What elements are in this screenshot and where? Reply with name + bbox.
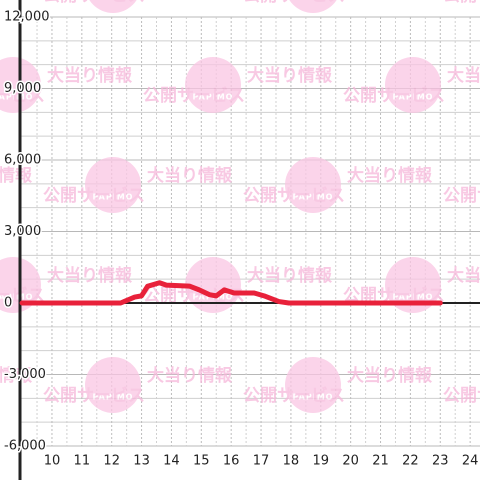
x-tick-label: 19	[313, 454, 330, 469]
x-tick-label: 13	[133, 454, 150, 469]
watermark-text: 公開サービス	[343, 86, 445, 106]
y-tick-label: 0	[4, 296, 12, 311]
x-tick-label: 10	[44, 454, 61, 469]
x-tick-label: 14	[163, 454, 180, 469]
y-tick-label: 9,000	[4, 81, 41, 96]
watermark-brand: PAPIMO	[293, 193, 334, 202]
watermark-brand: PAPIMO	[393, 293, 434, 302]
watermark-logo	[385, 57, 441, 113]
watermark-logo	[289, 0, 337, 13]
watermark-text: 公開サービス	[43, 0, 145, 6]
y-tick-label: -3,000	[4, 367, 46, 382]
y-tick-label: 3,000	[4, 224, 41, 239]
watermark-text: 大当り情報	[147, 165, 233, 186]
watermark-logo	[285, 157, 341, 213]
watermark-text: 公開サービス	[243, 0, 345, 6]
y-tick-label: 12,000	[4, 10, 50, 25]
x-tick-label: 17	[253, 454, 270, 469]
grid	[20, 16, 480, 447]
watermark-text: 公開サービス	[443, 0, 480, 6]
watermark-brand: PAPIMO	[93, 393, 134, 402]
watermark-text: 大当り情報	[0, 165, 33, 186]
watermark-text: 大当り情報	[47, 265, 133, 286]
watermark-brand: PAPIMO	[293, 393, 334, 402]
data-line	[19, 280, 443, 306]
watermark-logo	[85, 157, 141, 213]
watermarks: PAPIMO大当り情報公開サービスPAPIMO大当り情報公開サービスPAPIMO…	[0, 0, 480, 413]
watermark-text: 大当り情報	[247, 65, 333, 86]
watermark-brand: PAPIMO	[293, 0, 334, 2]
watermark-text: 公開サービス	[43, 186, 145, 206]
y-tick-label: 6,000	[4, 153, 41, 168]
watermark-text: 大当り情報	[47, 65, 133, 86]
watermark-brand: PAPIMO	[393, 93, 434, 102]
x-tick-label: 24	[462, 454, 479, 469]
x-tick-label: 20	[342, 454, 359, 469]
watermark-text: 大当り情報	[447, 65, 480, 86]
watermark-text: 公開サービス	[143, 86, 245, 106]
watermark-brand: PAPIMO	[0, 293, 33, 302]
x-tick-label: 12	[103, 454, 120, 469]
watermark-text: 大当り情報	[147, 365, 233, 386]
tick-labels: -6,000 -3,000 0 3,000 6,000 9,000 12,000 10 11 12…	[3, 8, 480, 470]
watermark-logo	[185, 57, 241, 113]
watermark-brand: PAPIMO	[93, 193, 134, 202]
watermark-brand: PAPIMO	[193, 93, 234, 102]
watermark-logo	[185, 257, 241, 313]
watermark-text: 大当り情報	[247, 265, 333, 286]
x-tick-label: 15	[193, 454, 210, 469]
watermark-text: 公開サービス	[0, 86, 45, 106]
watermark-logo	[285, 357, 341, 413]
watermark-text: 公開サービス	[443, 386, 480, 406]
watermark-text: 大当り情報	[447, 265, 480, 286]
watermark-brand: PAPIMO	[93, 0, 134, 2]
watermark-text: 公開サービス	[243, 386, 345, 406]
x-tick-label: 23	[432, 454, 449, 469]
watermark-text: 公開サービス	[443, 186, 480, 206]
x-tick-label: 11	[74, 454, 91, 469]
y-tick-label: -6,000	[4, 439, 46, 454]
x-tick-label: 16	[223, 454, 240, 469]
x-tick-label: 18	[283, 454, 300, 469]
x-tick-label: 21	[372, 454, 389, 469]
watermark-text: 公開サービス	[43, 386, 145, 406]
watermark-logo	[89, 0, 137, 13]
watermark-logo	[85, 357, 141, 413]
watermark-logo	[385, 257, 441, 313]
watermark-text: 大当り情報	[347, 365, 433, 386]
watermark-brand: PAPIMO	[0, 93, 33, 102]
plot	[18, 0, 480, 480]
watermark-text: 大当り情報	[0, 365, 33, 386]
x-tick-label: 22	[402, 454, 419, 469]
watermark-text: 大当り情報	[347, 165, 433, 186]
watermark-text: 公開サービス	[243, 186, 345, 206]
